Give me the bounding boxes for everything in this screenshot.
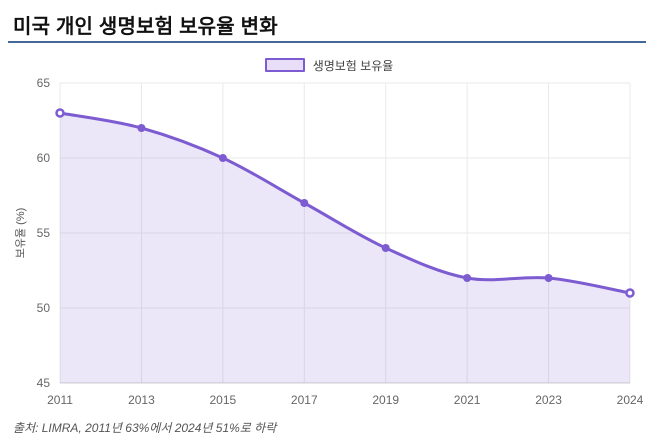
- y-tick-label: 60: [37, 151, 51, 165]
- x-tick-label: 2019: [372, 393, 399, 407]
- y-axis-tick-labels: 45 50 55 60 65: [37, 76, 51, 390]
- data-point-marker[interactable]: [55, 108, 65, 118]
- x-tick-label: 2023: [535, 393, 562, 407]
- x-tick-label: 2013: [128, 393, 155, 407]
- y-tick-label: 65: [37, 76, 51, 90]
- y-tick-label: 55: [37, 226, 51, 240]
- chart-legend[interactable]: 생명보험 보유율: [0, 55, 658, 75]
- x-tick-label: 2024: [617, 393, 644, 407]
- data-point-marker[interactable]: [300, 199, 309, 207]
- data-point-marker[interactable]: [463, 274, 472, 282]
- data-point-marker[interactable]: [137, 124, 146, 132]
- chart-gridlines: [59, 82, 631, 384]
- x-tick-label: 2021: [454, 393, 481, 407]
- x-tick-label: 2011: [47, 393, 73, 407]
- x-axis-tick-labels: 2011 2013 2015 2017 2019 2021 2023 2024: [47, 393, 644, 407]
- y-axis-title: 보유율 (%): [14, 208, 27, 259]
- y-tick-label: 50: [37, 301, 51, 315]
- x-tick-label: 2017: [291, 393, 318, 407]
- y-tick-label: 45: [37, 376, 51, 390]
- series-line: [58, 111, 632, 295]
- data-point-marker[interactable]: [625, 288, 635, 298]
- source-note: 출처: LIMRA, 2011년 63%에서 2024년 51%로 하락: [13, 421, 277, 435]
- series-markers: [55, 108, 635, 298]
- series-area-fill: [60, 113, 630, 383]
- page-title: 미국 개인 생명보험 보유율 변화: [13, 16, 278, 38]
- x-tick-label: 2015: [210, 393, 237, 407]
- data-point-marker[interactable]: [218, 154, 227, 162]
- title-underline: [8, 41, 646, 43]
- legend-label: 생명보험 보유율: [312, 58, 394, 73]
- legend-swatch-icon: [264, 58, 305, 72]
- data-point-marker[interactable]: [544, 274, 553, 282]
- data-point-marker[interactable]: [381, 244, 390, 252]
